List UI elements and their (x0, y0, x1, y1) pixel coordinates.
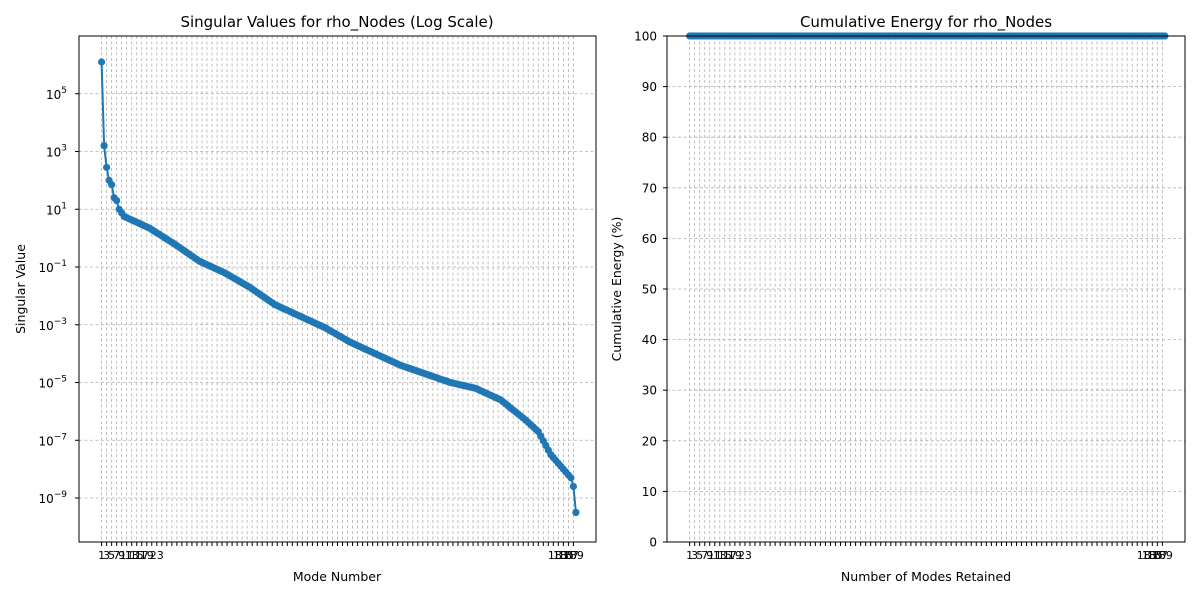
x-tick-label: 187 (558, 549, 579, 562)
y-tick-label: 103 (46, 144, 67, 160)
x-tick-label: 7 (701, 549, 708, 562)
x-tick-label: 17 (723, 549, 737, 562)
data-point (100, 142, 108, 150)
series (97, 58, 580, 517)
y-tick-label: 10−3 (38, 317, 67, 333)
y-ticks: 0 10 20 30 40 50 60 70 80 90 100 (634, 30, 667, 550)
y-tick-label: 100 (634, 30, 657, 44)
x-tick-label: 5 (696, 549, 703, 562)
x-tick-label: 185 (1142, 549, 1163, 562)
x-tick-label: 1 (98, 549, 105, 562)
x-tick-label: 183 (548, 549, 569, 562)
x-tick-label: 9 (706, 549, 713, 562)
grid (667, 35, 1185, 543)
x-tick-label: 13 (713, 549, 727, 562)
data-point (567, 474, 575, 482)
x-tick-label: 23 (150, 549, 164, 562)
x-tick-label: 11 (708, 549, 722, 562)
data-point (572, 508, 580, 517)
y-tick-label: 101 (46, 201, 67, 217)
data-point (97, 58, 106, 66)
x-tick-label: 15 (718, 549, 732, 562)
x-tick-label: 187 (1147, 549, 1168, 562)
y-tick-label: 10−5 (38, 375, 67, 391)
y-tick-label: 10−1 (38, 259, 67, 275)
cumulative-energy-chart: Cumulative Energy for rho_Nodes 0 10 20 30 4… (609, 13, 1186, 584)
x-tick-label: 17 (135, 549, 149, 562)
x-tick-label: 11 (120, 549, 134, 562)
y-axis-label: Singular Value (13, 244, 28, 334)
data-point (108, 181, 116, 189)
singular-values-chart: Singular Values for rho_Nodes (Log Scale… (13, 13, 597, 584)
y-tick-label: 70 (642, 181, 657, 195)
y-tick-label: 50 (642, 283, 657, 297)
y-tick-label: 10 (642, 485, 657, 499)
plot-frame (78, 35, 597, 543)
x-axis-label: Number of Modes Retained (841, 569, 1011, 584)
y-tick-label: 90 (642, 80, 657, 94)
data-point (569, 482, 578, 491)
chart-title: Cumulative Energy for rho_Nodes (800, 13, 1052, 32)
x-tick-label: 5 (108, 549, 115, 562)
x-tick-label: 3 (691, 549, 698, 562)
x-tick-label: 1 (686, 549, 693, 562)
y-tick-label: 10−9 (38, 490, 67, 506)
y-tick-label: 40 (642, 333, 657, 347)
plot-frame (666, 35, 1186, 543)
data-point (113, 196, 121, 205)
y-ticks: 105 103 101 10−1 10−3 10−5 10−7 10−9 (38, 86, 79, 506)
x-tick-label: 189 (563, 549, 584, 562)
chart-title: Singular Values for rho_Nodes (Log Scale… (180, 13, 493, 32)
x-tick-label: 3 (103, 549, 110, 562)
x-tick-label: 19 (728, 549, 742, 562)
y-tick-label: 20 (642, 434, 657, 448)
series-line (100, 61, 577, 513)
y-tick-label: 105 (46, 86, 67, 102)
x-tick-label: 23 (738, 549, 752, 562)
data-point (103, 163, 111, 171)
x-axis-label: Mode Number (293, 569, 382, 584)
y-tick-label: 80 (642, 131, 657, 145)
y-tick-label: 0 (649, 536, 657, 550)
y-tick-label: 60 (642, 232, 657, 246)
x-tick-label: 7 (113, 549, 120, 562)
x-tick-label: 13 (125, 549, 139, 562)
x-tick-label: 185 (553, 549, 574, 562)
y-tick-label: 10−7 (38, 432, 67, 448)
x-tick-label: 183 (1137, 549, 1158, 562)
y-tick-label: 30 (642, 384, 657, 398)
x-tick-label: 189 (1152, 549, 1173, 562)
y-axis-label: Cumulative Energy (%) (609, 217, 624, 362)
x-tick-label: 19 (140, 549, 154, 562)
x-tick-label: 15 (130, 549, 144, 562)
grid (79, 36, 596, 542)
x-tick-label: 9 (118, 549, 125, 562)
